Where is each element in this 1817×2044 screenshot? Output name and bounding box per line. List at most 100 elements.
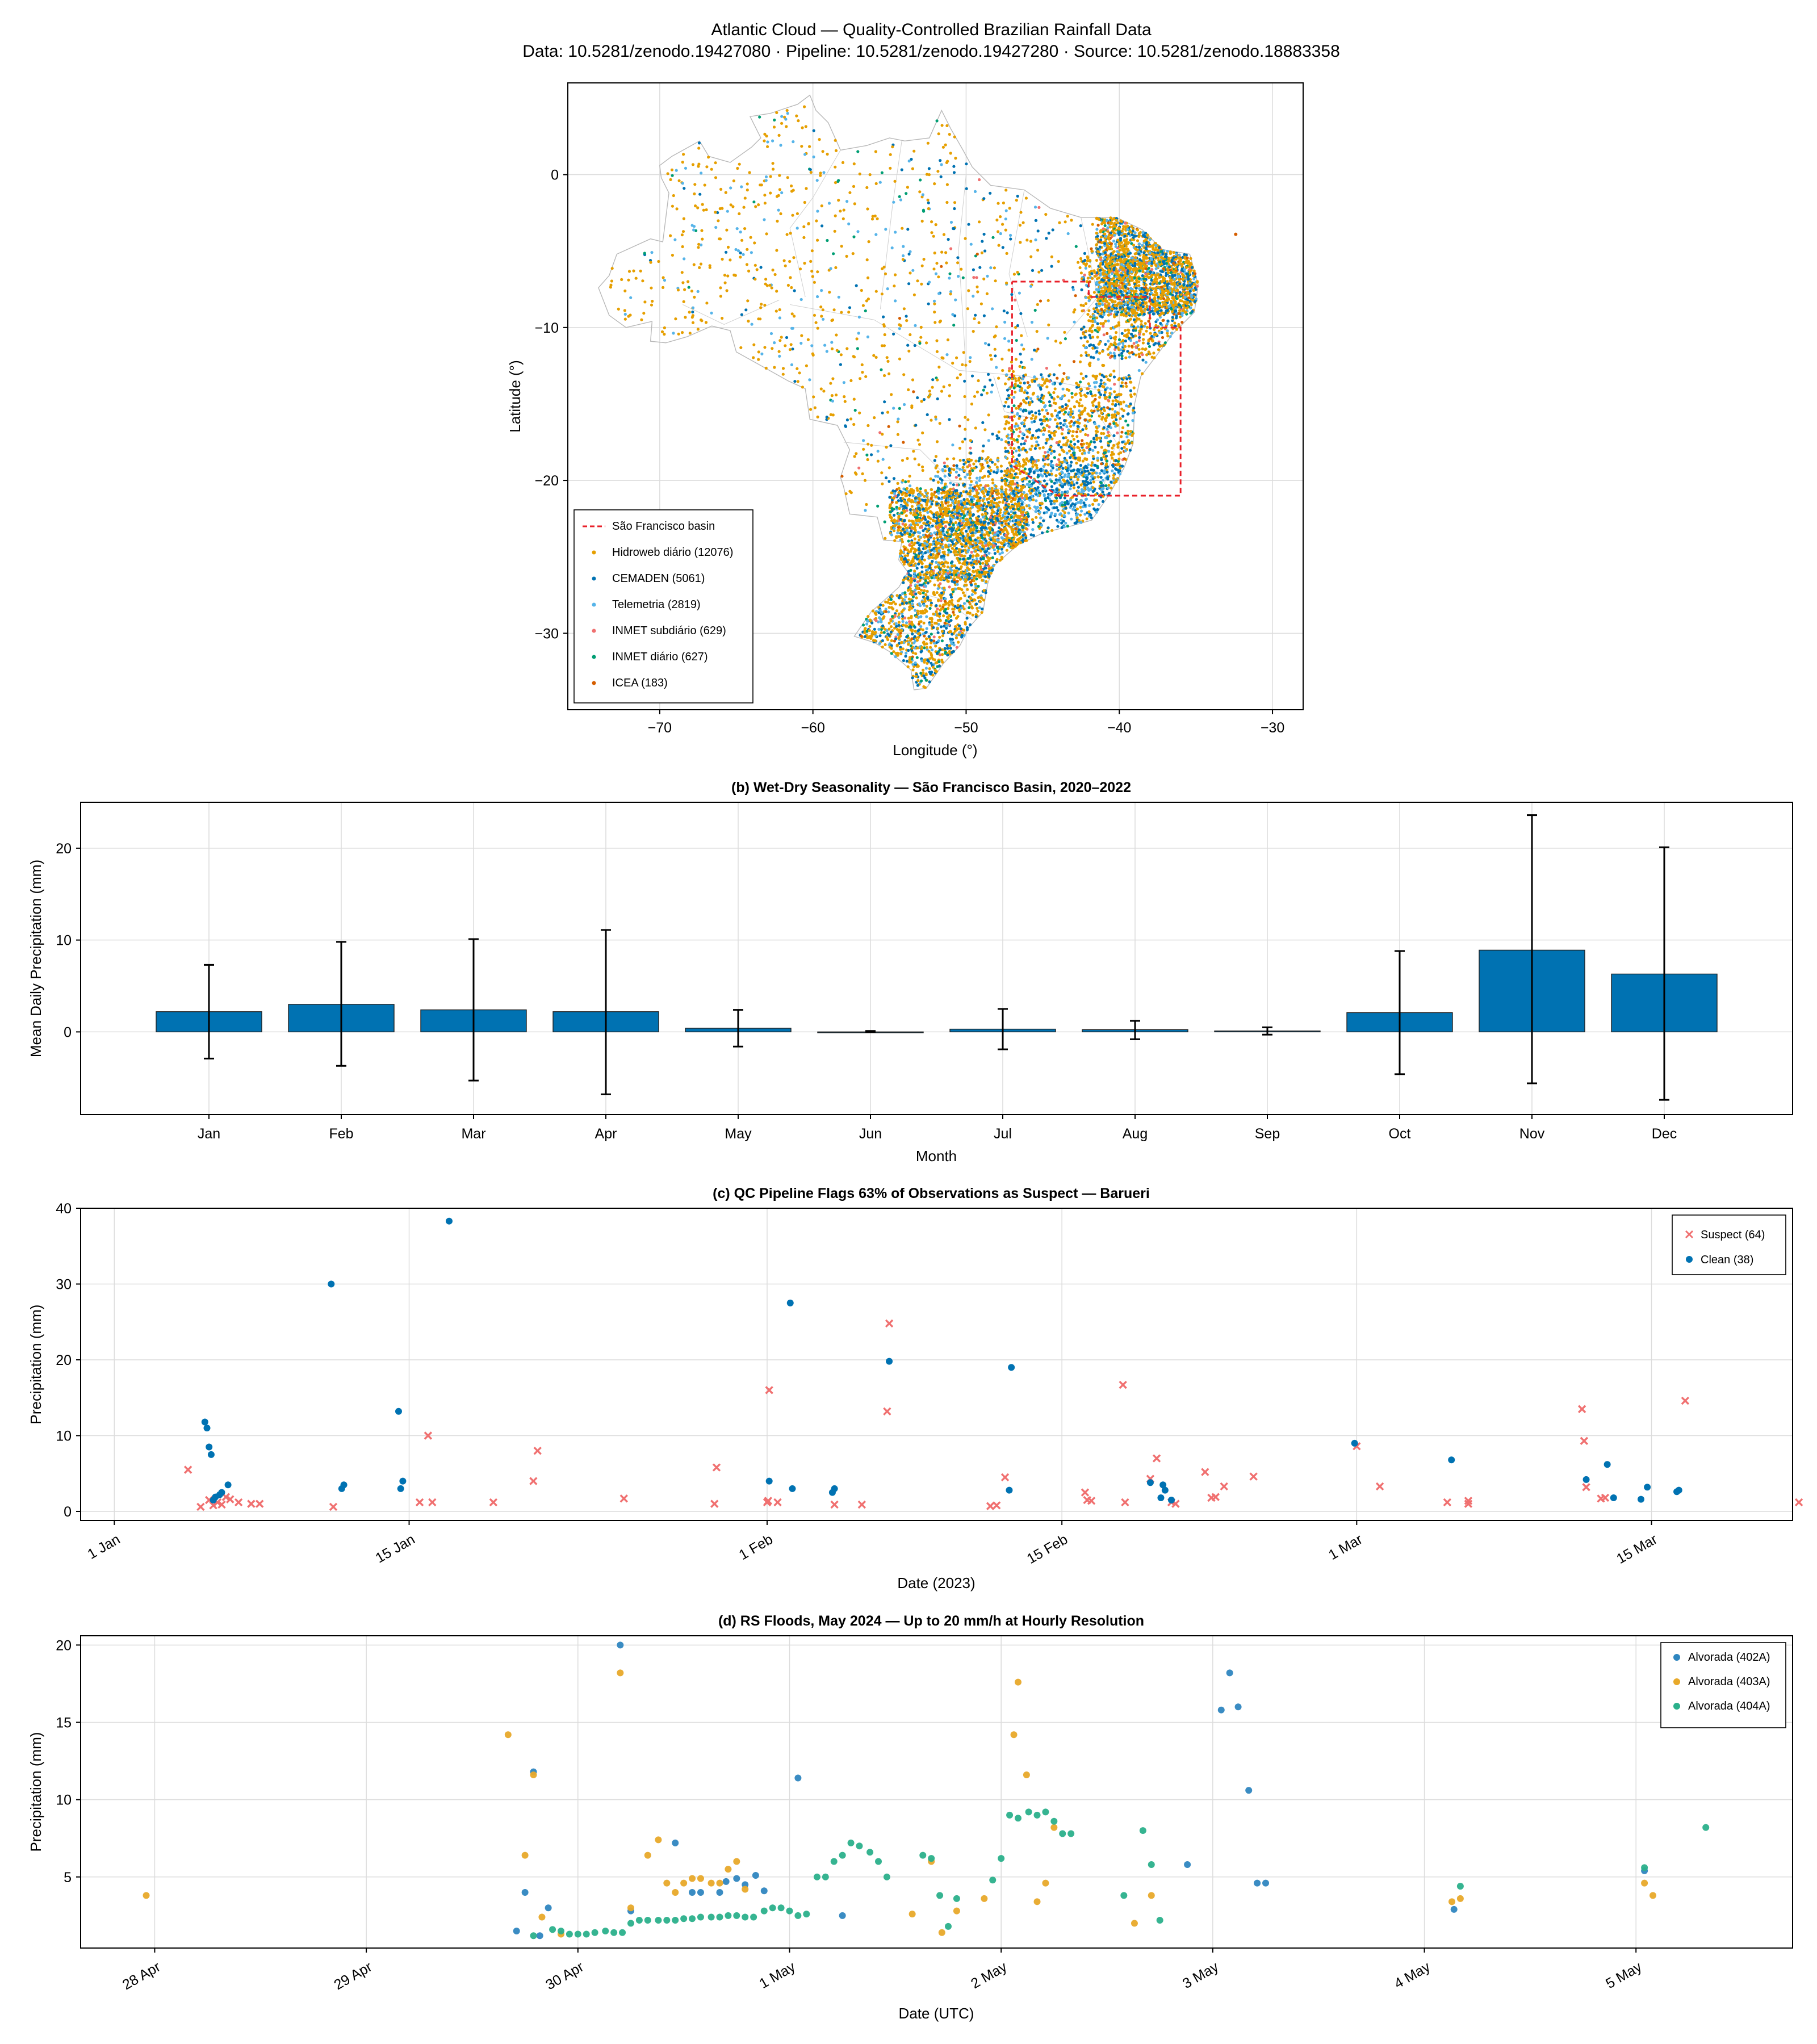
station-point bbox=[1162, 319, 1165, 322]
station-point bbox=[1126, 278, 1130, 281]
station-point bbox=[935, 560, 938, 564]
station-point bbox=[1121, 342, 1125, 345]
station-point bbox=[913, 550, 916, 554]
station-point bbox=[1144, 322, 1147, 325]
station-point bbox=[944, 525, 947, 528]
station-point bbox=[1158, 304, 1162, 308]
station-point bbox=[1080, 499, 1083, 502]
station-point bbox=[1152, 255, 1155, 258]
station-point bbox=[1168, 286, 1171, 290]
station-point bbox=[1046, 526, 1050, 530]
station-point bbox=[1178, 278, 1181, 281]
station-point bbox=[1116, 272, 1119, 275]
station-point bbox=[1108, 310, 1112, 313]
station-point bbox=[972, 569, 975, 573]
station-point bbox=[897, 529, 901, 532]
station-point bbox=[903, 547, 907, 551]
station-point bbox=[1137, 235, 1141, 238]
station-point bbox=[946, 647, 949, 650]
station-point bbox=[1097, 276, 1101, 280]
station-point bbox=[939, 571, 942, 574]
station-point bbox=[1142, 251, 1146, 254]
station-point bbox=[902, 545, 906, 548]
station-point bbox=[1154, 274, 1157, 277]
station-point bbox=[916, 519, 919, 522]
station-point bbox=[920, 600, 924, 604]
station-point bbox=[911, 668, 915, 672]
station-point bbox=[1171, 316, 1174, 319]
station-point bbox=[1124, 340, 1127, 343]
station-point bbox=[928, 566, 931, 569]
station-point bbox=[957, 500, 960, 504]
station-point bbox=[873, 627, 876, 631]
station-point bbox=[1028, 506, 1032, 510]
station-point bbox=[984, 484, 987, 488]
station-point bbox=[1093, 274, 1097, 278]
station-point bbox=[1096, 456, 1099, 460]
station-point bbox=[1005, 523, 1008, 526]
station-point bbox=[918, 543, 922, 547]
station-point bbox=[1110, 278, 1113, 282]
station-point bbox=[1177, 322, 1180, 326]
station-point bbox=[1100, 315, 1104, 319]
station-point bbox=[955, 506, 958, 510]
station-point bbox=[1010, 516, 1013, 520]
station-point bbox=[1107, 313, 1110, 317]
station-point bbox=[893, 513, 896, 517]
station-point bbox=[1178, 299, 1182, 303]
station-point bbox=[1018, 516, 1021, 520]
station-point bbox=[1094, 320, 1097, 324]
station-point bbox=[967, 526, 970, 529]
station-point bbox=[1014, 527, 1018, 530]
station-point bbox=[1098, 240, 1102, 244]
station-point bbox=[897, 493, 900, 497]
station-point bbox=[976, 519, 979, 522]
station-point bbox=[1114, 342, 1117, 346]
station-point bbox=[1046, 496, 1050, 500]
station-point bbox=[1146, 308, 1150, 312]
station-point bbox=[986, 493, 989, 496]
station-point bbox=[964, 475, 967, 479]
station-point bbox=[1103, 276, 1107, 279]
station-point bbox=[966, 533, 970, 536]
station-point bbox=[958, 558, 962, 561]
station-point bbox=[958, 477, 962, 481]
station-point bbox=[1025, 523, 1028, 526]
station-point bbox=[985, 530, 989, 534]
station-point bbox=[1132, 342, 1136, 345]
station-point bbox=[1185, 272, 1188, 276]
station-point bbox=[1167, 257, 1170, 260]
station-point bbox=[938, 506, 941, 510]
station-point bbox=[906, 665, 910, 668]
station-point bbox=[1110, 252, 1113, 256]
station-point bbox=[988, 487, 991, 491]
station-point bbox=[928, 542, 932, 546]
station-point bbox=[969, 513, 973, 517]
station-point bbox=[1094, 282, 1098, 285]
station-point bbox=[923, 495, 926, 498]
station-point bbox=[1178, 253, 1181, 257]
station-point bbox=[1132, 302, 1136, 305]
station-point bbox=[977, 522, 980, 526]
station-point bbox=[892, 496, 895, 500]
station-point bbox=[923, 600, 927, 603]
station-point bbox=[1102, 333, 1106, 337]
station-point bbox=[1117, 321, 1120, 325]
station-point bbox=[961, 591, 965, 594]
station-point bbox=[1148, 245, 1152, 248]
station-point bbox=[917, 506, 920, 510]
brazil-outline bbox=[598, 94, 1199, 690]
station-point bbox=[1139, 303, 1142, 307]
station-point bbox=[1127, 332, 1131, 335]
station-point bbox=[975, 481, 978, 485]
station-point bbox=[1021, 529, 1025, 532]
station-point bbox=[1171, 274, 1174, 277]
station-point bbox=[1169, 335, 1172, 338]
station-point bbox=[952, 457, 956, 460]
station-point bbox=[1159, 321, 1162, 325]
station-point bbox=[887, 634, 891, 637]
station-point bbox=[1113, 300, 1117, 303]
station-point bbox=[918, 538, 921, 542]
station-point bbox=[926, 550, 930, 553]
station-point bbox=[1188, 270, 1192, 273]
